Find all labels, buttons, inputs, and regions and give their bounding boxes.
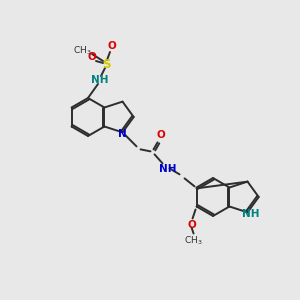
Text: CH$_3$: CH$_3$ <box>184 234 203 247</box>
Text: N: N <box>118 129 127 140</box>
Text: NH: NH <box>91 75 109 85</box>
Text: O: O <box>108 41 116 51</box>
Text: NH: NH <box>159 164 176 174</box>
Text: O: O <box>187 220 196 230</box>
Text: O: O <box>156 130 165 140</box>
Text: S: S <box>102 58 110 70</box>
Text: CH$_3$: CH$_3$ <box>73 45 91 57</box>
Text: O: O <box>88 52 96 62</box>
Text: NH: NH <box>242 209 259 219</box>
